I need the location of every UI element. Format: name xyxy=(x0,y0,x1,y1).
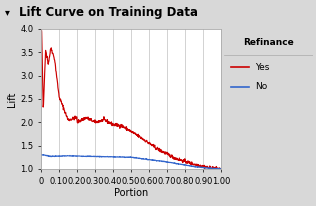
Line: No: No xyxy=(41,154,221,169)
No xyxy=(86,155,89,157)
Text: Refinance: Refinance xyxy=(243,38,294,47)
Yes xyxy=(210,168,213,170)
Yes xyxy=(121,126,125,129)
No xyxy=(145,159,149,161)
Yes xyxy=(219,167,223,170)
Y-axis label: Lift: Lift xyxy=(7,91,17,107)
Line: Yes: Yes xyxy=(41,29,221,169)
Yes xyxy=(39,28,43,30)
Text: Lift Curve on Training Data: Lift Curve on Training Data xyxy=(19,6,198,19)
No xyxy=(218,168,222,170)
Yes xyxy=(145,141,149,143)
Yes xyxy=(175,157,179,159)
No xyxy=(71,154,75,157)
No xyxy=(39,153,43,156)
No xyxy=(175,163,179,165)
Text: Yes: Yes xyxy=(255,63,270,72)
No xyxy=(219,168,223,170)
Text: No: No xyxy=(255,82,268,91)
Yes xyxy=(160,151,163,153)
No xyxy=(121,156,125,158)
Yes xyxy=(86,117,89,119)
X-axis label: Portion: Portion xyxy=(114,188,148,198)
Text: ▾: ▾ xyxy=(5,7,10,17)
Yes xyxy=(71,116,75,118)
No xyxy=(160,160,163,162)
